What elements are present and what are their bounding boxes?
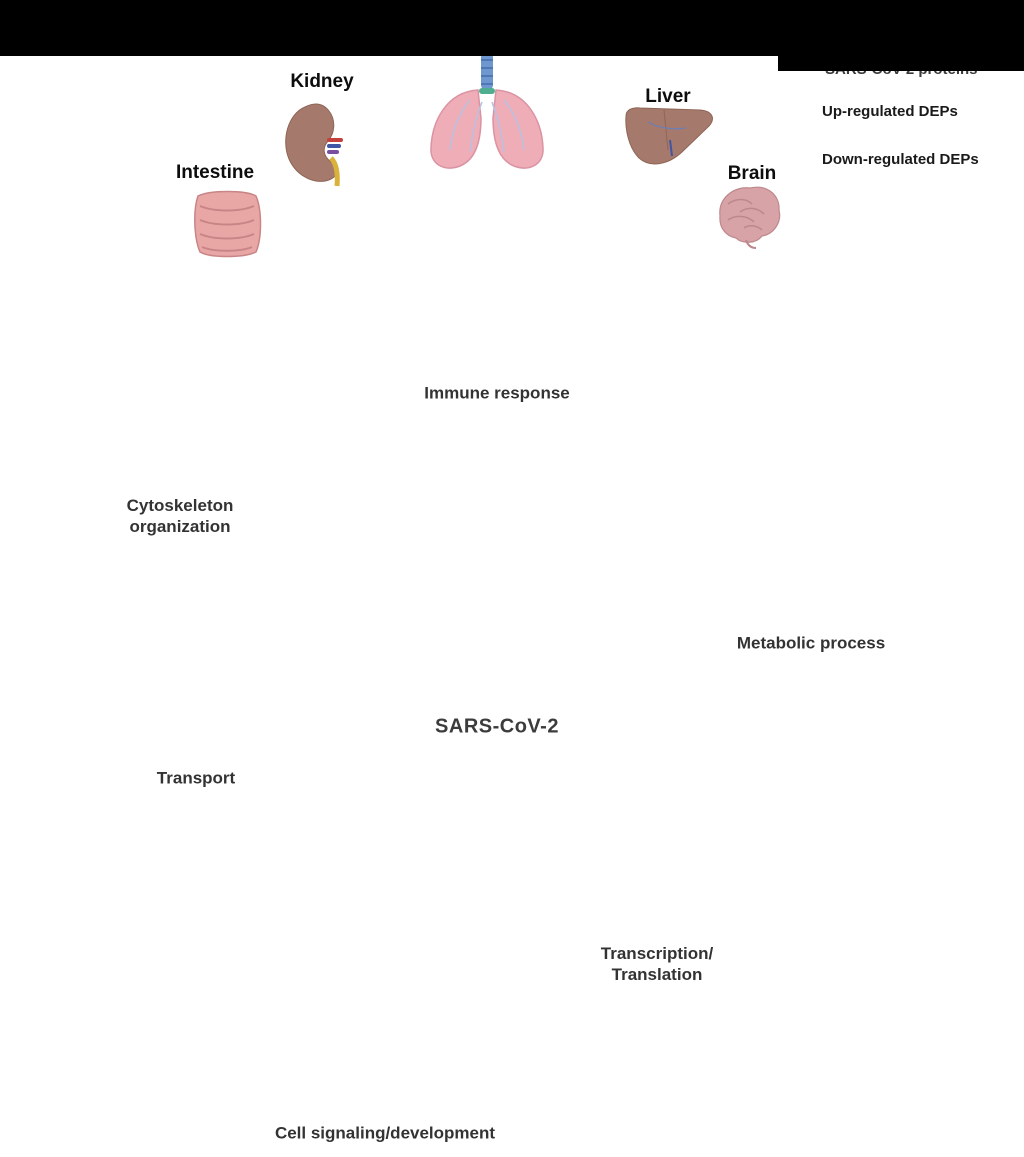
virus-center-label: SARS-CoV-2 xyxy=(435,715,559,738)
cluster-label-transport: Transport xyxy=(156,768,236,788)
cluster-label-cell-signaling-development: Cell signaling/development xyxy=(274,1123,496,1143)
cluster-label-transcription-translation: Transcription/ Translation xyxy=(600,943,714,984)
legend-item-down: Down-regulated DEPs xyxy=(790,148,979,170)
lung-illustration xyxy=(430,52,544,169)
cluster-label-cytoskeleton-organization: Cytoskeleton organization xyxy=(126,495,234,536)
top-right-black-bar xyxy=(778,0,1024,71)
down-regulated-circle-icon xyxy=(790,148,812,170)
intestine-illustration xyxy=(194,190,262,258)
legend-label: Down-regulated DEPs xyxy=(822,150,979,168)
organ-label-liver: Liver xyxy=(645,86,691,107)
legend-label: Up-regulated DEPs xyxy=(822,102,958,120)
up-regulated-circle-icon xyxy=(790,100,812,122)
legend-item-up: Up-regulated DEPs xyxy=(790,100,958,122)
liver-illustration xyxy=(625,107,713,165)
organ-label-intestine: Intestine xyxy=(175,162,255,183)
cluster-label-metabolic-process: Metabolic process xyxy=(736,633,886,653)
kidney-illustration xyxy=(285,103,343,187)
organ-label-kidney: Kidney xyxy=(290,71,354,92)
brain-illustration xyxy=(719,186,781,249)
organ-label-brain: Brain xyxy=(727,163,777,184)
cluster-label-immune-response: Immune response xyxy=(424,383,570,403)
